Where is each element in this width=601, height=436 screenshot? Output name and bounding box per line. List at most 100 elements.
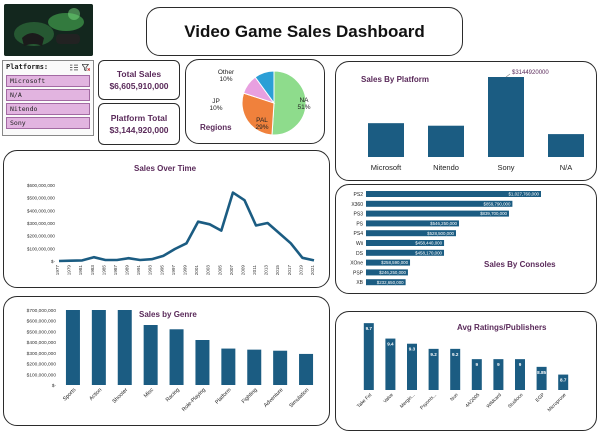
sales-by-genre-card: Sales by Genre $- $100,000,000 $200,000,000… — [3, 296, 330, 426]
slicer-item-microsoft[interactable]: Microsoft — [6, 75, 90, 87]
y-tick-label: $600,000,000 — [27, 319, 57, 325]
dashboard-title-card: Video Game Sales Dashboard — [146, 7, 463, 56]
genre-bar — [143, 325, 158, 385]
x-tick-label: 4A/2005 — [464, 392, 481, 409]
platform-bar — [368, 123, 404, 157]
data-label: $258,590,000 — [381, 260, 408, 265]
genre-bar — [195, 340, 210, 385]
x-tick-label: 1981 — [78, 265, 83, 276]
x-tick-label: Valve — [382, 392, 395, 405]
y-tick-label: X360 — [351, 202, 363, 208]
pie-slice-pal — [241, 92, 275, 136]
slicer-label: Platforms: — [6, 63, 49, 71]
y-tick-label: Wii — [356, 241, 363, 247]
x-tick-label: 2007 — [229, 265, 234, 276]
sales-by-genre-chart: Sales by Genre $- $100,000,000 $200,000,000… — [27, 308, 314, 413]
rating-bar — [407, 343, 417, 390]
x-tick-label: Nitendo — [433, 163, 459, 172]
rating-bar — [428, 348, 439, 390]
sales-line — [58, 191, 315, 263]
pie-label-name: JP — [212, 98, 220, 105]
genre-bar — [91, 310, 106, 385]
x-tick-label: Microsoft — [371, 163, 402, 172]
avg-ratings-card: Avg Ratings/Publishers 9.7 Take Fot 9.4 Valv… — [335, 311, 597, 431]
slicer-item-na[interactable]: N/A — [6, 89, 90, 101]
genre-bar — [299, 353, 314, 385]
sales-by-consoles-card: PS2 $1,027,760,000 X360 $859,790,000 PS3 $839… — [335, 184, 597, 294]
x-tick-label: Sports — [62, 387, 77, 402]
rating-bar — [558, 374, 569, 390]
rating-bar — [471, 359, 482, 390]
y-tick-label: $- — [51, 259, 56, 264]
data-label: $859,790,000 — [484, 201, 511, 206]
x-tick-label: 2017 — [287, 265, 292, 276]
genre-bar — [247, 349, 262, 385]
x-tick-label: 1997 — [171, 265, 176, 276]
x-tick-label: Studioco — [507, 392, 525, 410]
x-tick-label: Misc — [143, 387, 155, 399]
y-tick-label: $400,000,000 — [27, 340, 57, 346]
slicer-item-sony[interactable]: Sony — [6, 117, 90, 129]
data-label: $546,250,000 — [430, 221, 457, 226]
clear-filter-icon[interactable] — [82, 63, 90, 71]
rating-bar — [450, 348, 461, 390]
pie-slice-na — [271, 70, 307, 136]
rating-bar — [363, 323, 374, 390]
data-label: $458,440,000 — [415, 241, 442, 246]
data-label: $458,170,000 — [415, 250, 442, 255]
platform-bar — [488, 77, 524, 157]
multi-select-icon[interactable] — [70, 64, 78, 71]
genre-bar — [65, 310, 80, 385]
avg-ratings-publishers-chart: Avg Ratings/Publishers 9.7 Take Fot 9.4 Valv… — [356, 323, 569, 413]
x-tick-label: Microprose — [547, 392, 568, 413]
x-tick-label: Take Fot — [356, 392, 374, 410]
data-label: $1,027,760,000 — [508, 192, 539, 197]
kpi-label: Platform Total — [110, 113, 168, 123]
genre-bar — [169, 329, 184, 385]
platforms-slicer: Platforms: Microsoft N/A Nitendo Sony — [2, 60, 94, 136]
x-tick-label: 1985 — [101, 265, 106, 276]
data-label: $232,650,000 — [377, 280, 404, 285]
y-tick-label: PS3 — [354, 212, 364, 218]
console-bar — [366, 240, 445, 246]
x-tick-label: Racing — [165, 387, 181, 403]
pie-label-value: 10% — [219, 76, 232, 83]
y-tick-label: $- — [52, 383, 57, 389]
platform-bar — [428, 125, 464, 157]
slicer-item-nitendo[interactable]: Nitendo — [6, 103, 90, 115]
data-label: 9.3 — [409, 347, 416, 352]
x-tick-label: 1983 — [90, 265, 95, 276]
data-label: 9 — [497, 362, 500, 367]
y-tick-label: XB — [356, 280, 363, 286]
gaming-setup-image — [4, 4, 93, 56]
genre-bar — [273, 350, 288, 385]
chart-title: Sales Over Time — [134, 164, 197, 173]
kpi-value: $3,144,920,000 — [109, 125, 169, 135]
sales-over-time-chart: Sales Over Time $- $100,000,000 $200,000,00… — [27, 164, 315, 276]
x-tick-label: Action — [88, 387, 103, 402]
x-tick-label: Role-Playing — [181, 387, 207, 413]
genre-bar — [117, 310, 132, 385]
rating-bar — [385, 338, 396, 390]
y-tick-label: $100,000,000 — [27, 246, 56, 251]
rating-bar — [515, 359, 525, 390]
y-tick-label: $500,000,000 — [27, 196, 56, 201]
y-tick-label: $300,000,000 — [27, 221, 56, 226]
pie-label-value: 29% — [255, 124, 268, 131]
x-tick-label: 2009 — [240, 265, 245, 276]
chart-title: Sales By Platform — [361, 75, 429, 84]
console-bar — [366, 269, 408, 276]
y-tick-label: $400,000,000 — [27, 208, 56, 213]
console-bar — [366, 220, 460, 227]
chart-title: Sales by Genre — [139, 310, 197, 319]
x-tick-label: 1993 — [148, 265, 153, 276]
kpi-label: Total Sales — [116, 69, 162, 79]
x-tick-label: 2005 — [217, 265, 222, 276]
console-bar — [366, 210, 509, 217]
y-tick-label: $200,000,000 — [27, 234, 56, 239]
x-tick-label: 2013 — [264, 265, 269, 276]
data-label: 9.2 — [452, 352, 459, 357]
x-tick-label: 2001 — [194, 265, 199, 276]
kpi-value: $6,605,910,000 — [109, 81, 169, 91]
x-tick-label: EGP — [535, 392, 546, 403]
